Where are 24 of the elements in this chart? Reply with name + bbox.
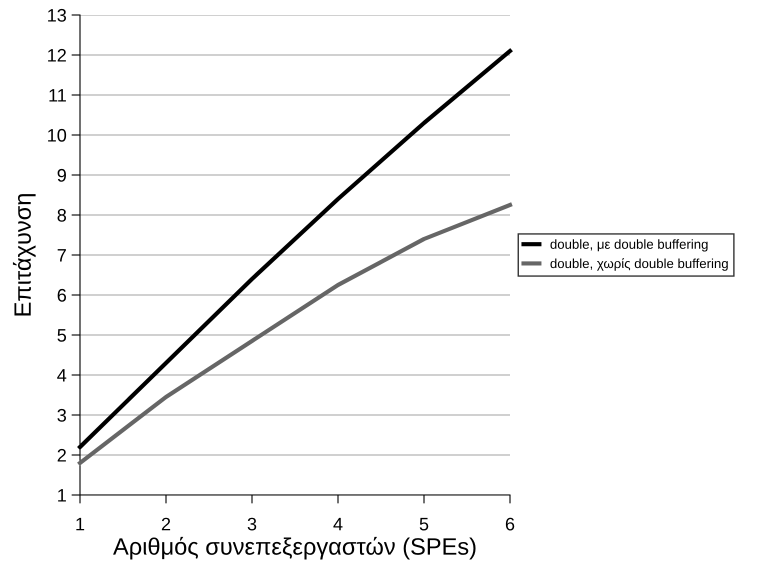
y-tick-label: 2 <box>58 448 66 462</box>
line-series <box>78 202 512 466</box>
y-tick-label: 8 <box>58 208 66 222</box>
y-tick-label: 6 <box>58 288 66 302</box>
x-tick-label: 5 <box>420 518 428 530</box>
y-tick-label: 13 <box>48 8 66 22</box>
x-tick-label: 6 <box>506 518 514 530</box>
y-tick-label: 9 <box>58 168 66 182</box>
y-tick-label: 5 <box>57 329 66 342</box>
y-tick-label: 3 <box>57 408 66 422</box>
y-tick-label: 7 <box>58 249 66 262</box>
y-tick-label: 10 <box>48 128 66 142</box>
x-axis-title: Αριθμός συνεπεξεργαστών (SPEs) <box>113 536 476 560</box>
y-axis-title: Επιτάχυνση <box>12 194 36 316</box>
legend-label: double, με double buffering <box>550 239 708 252</box>
y-tick-label: 11 <box>49 89 66 102</box>
legend-label: double, χωρίς double buffering <box>550 258 728 271</box>
x-tick-label: 2 <box>162 518 170 530</box>
y-tick-label: 1 <box>58 489 66 502</box>
x-tick-label: 4 <box>333 518 342 530</box>
x-tick-label: 3 <box>248 518 256 530</box>
x-tick-label: 1 <box>76 518 84 530</box>
y-tick-label: 4 <box>57 369 66 382</box>
y-tick-label: 12 <box>48 48 66 62</box>
